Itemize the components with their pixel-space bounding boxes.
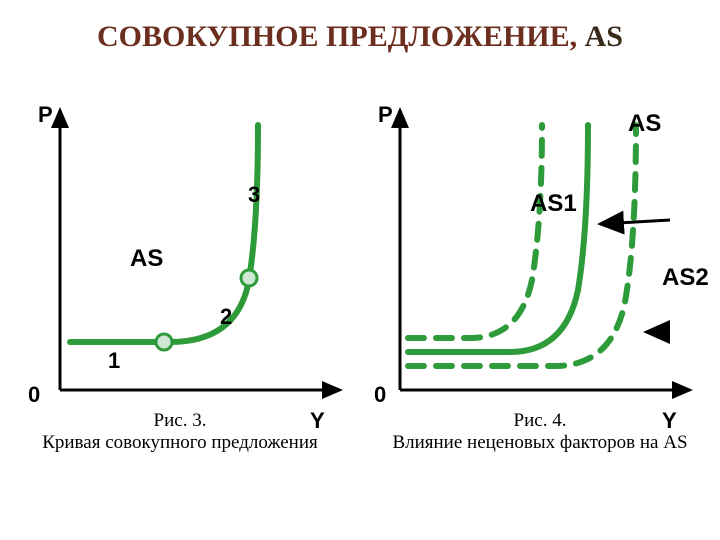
fig-num-right: Рис. 4. xyxy=(514,410,567,431)
seg-label-3: 3 xyxy=(248,182,260,208)
chart-left: P Y 0 AS 1 2 3 Рис. 3. Кривая совокупног… xyxy=(0,90,360,510)
curve-label-as1: AS1 xyxy=(530,190,577,218)
chart-right: P Y 0 AS AS1 AS2 Рис. 4. Влияние неценов… xyxy=(360,90,720,510)
y-axis-label: P xyxy=(38,102,53,128)
title-as: AS xyxy=(585,20,623,53)
charts-row: P Y 0 AS 1 2 3 Рис. 3. Кривая совокупног… xyxy=(0,90,720,510)
chart-left-svg xyxy=(0,90,360,410)
fig-num-left: Рис. 3. xyxy=(154,410,207,431)
curve-label-as: AS xyxy=(130,245,163,273)
y-axis-label: P xyxy=(378,102,393,128)
caption-text-left: Кривая совокупного предложения xyxy=(42,432,318,453)
marker-1 xyxy=(156,334,172,350)
page-title: СОВОКУПНОЕ ПРЕДЛОЖЕНИЕ, AS xyxy=(0,20,720,54)
curve-label-as: AS xyxy=(628,110,661,138)
origin-label: 0 xyxy=(28,382,40,408)
caption-text-right: Влияние неценовых факторов на AS xyxy=(392,432,687,453)
seg-label-1: 1 xyxy=(108,348,120,374)
caption-right: Рис. 4. Влияние неценовых факторов на AS xyxy=(360,410,720,454)
arrow-to-as xyxy=(600,220,670,224)
seg-label-2: 2 xyxy=(220,304,232,330)
chart-right-svg xyxy=(360,90,720,410)
title-main: СОВОКУПНОЕ ПРЕДЛОЖЕНИЕ, xyxy=(97,20,585,53)
origin-label: 0 xyxy=(374,382,386,408)
marker-2 xyxy=(241,270,257,286)
curve-as2 xyxy=(408,125,636,366)
caption-left: Рис. 3. Кривая совокупного предложения xyxy=(0,410,360,454)
curve-as xyxy=(408,125,588,352)
curve-as1 xyxy=(408,125,542,338)
curve-label-as2: AS2 xyxy=(662,264,709,292)
